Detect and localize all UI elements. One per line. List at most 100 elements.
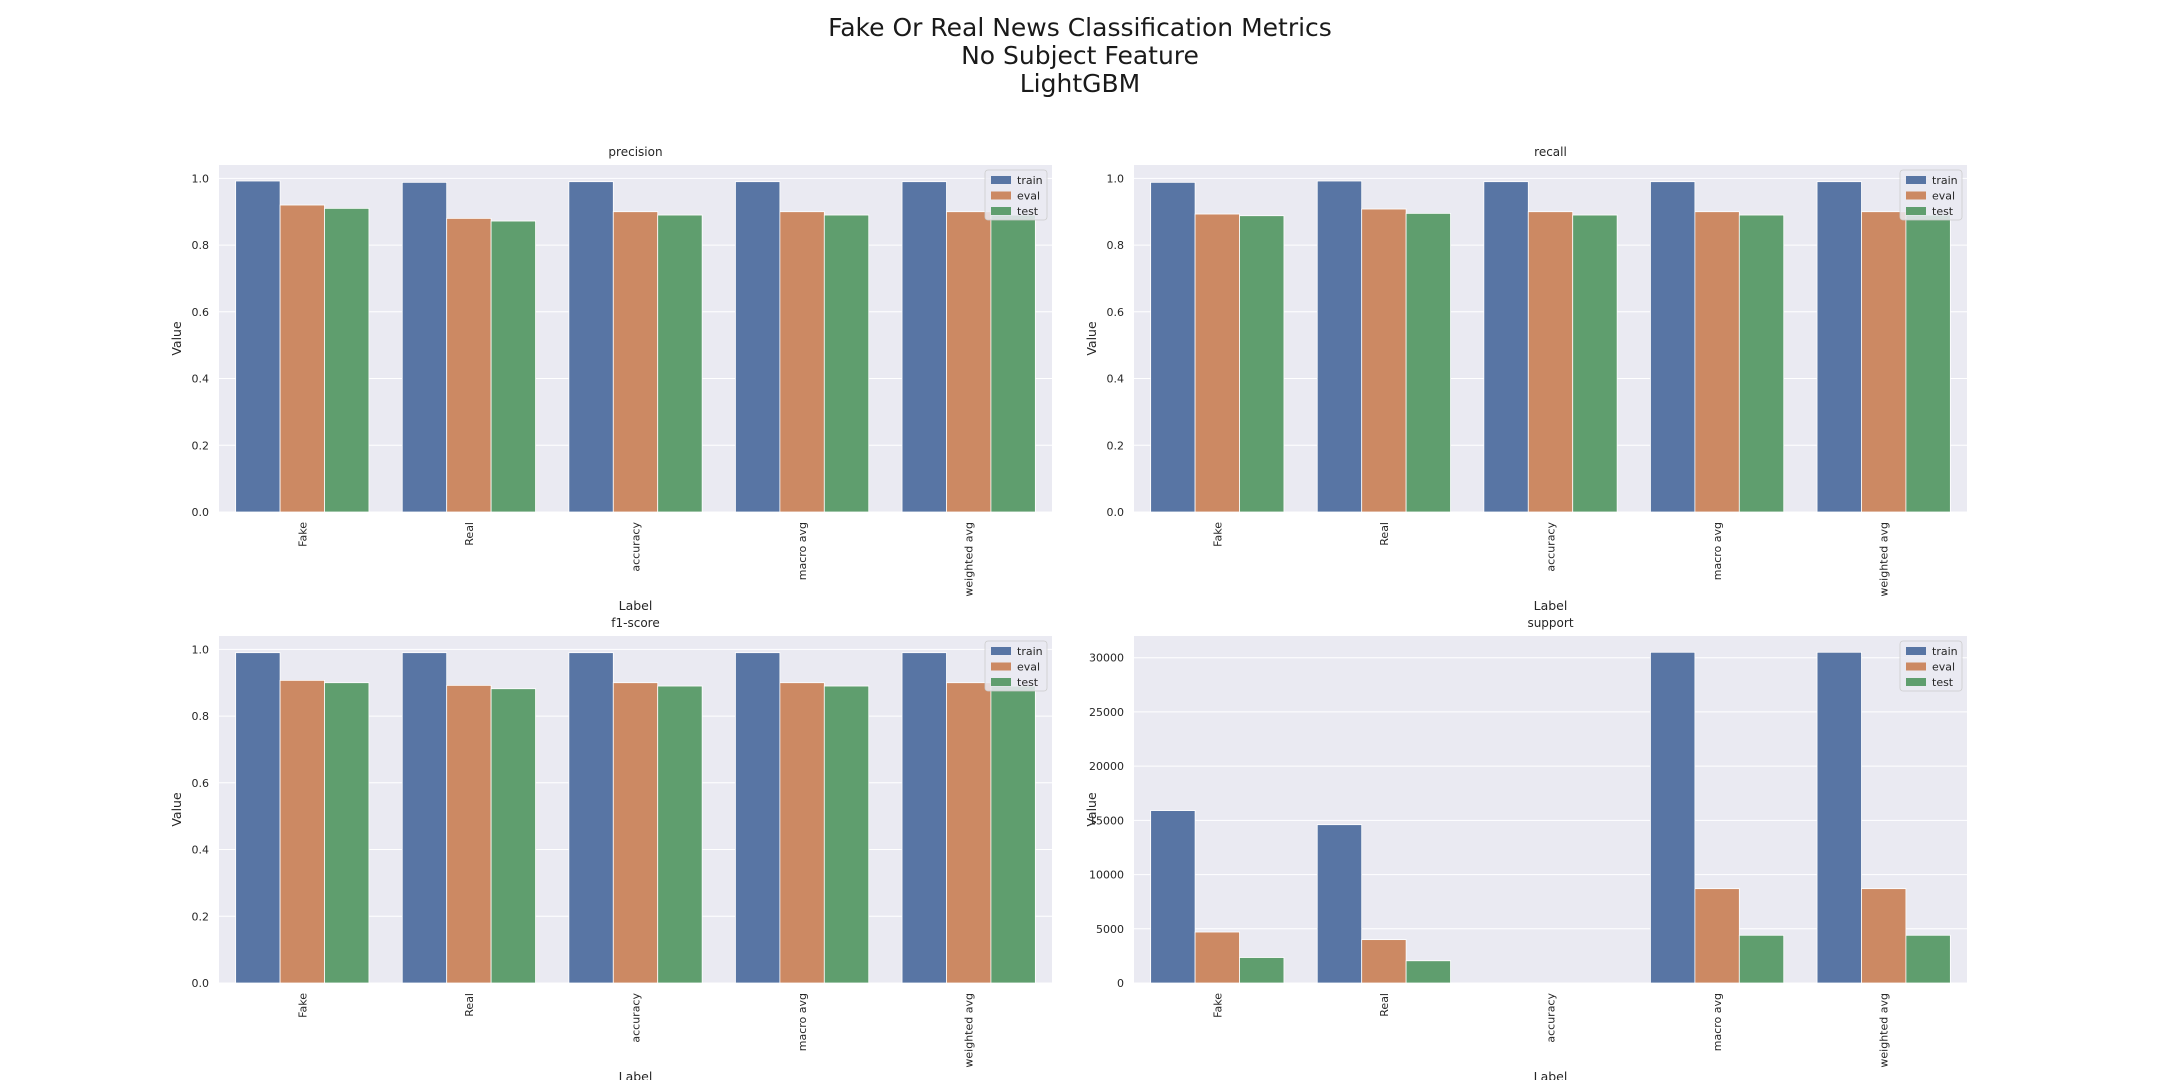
x-tick-label: weighted avg xyxy=(1878,522,1891,597)
bar-test-Fake xyxy=(1239,957,1285,984)
bar-test-accuracy xyxy=(657,214,703,513)
legend-swatch-train xyxy=(991,176,1011,184)
bar-eval-Fake xyxy=(1194,931,1240,984)
panel-title: recall xyxy=(1534,145,1567,159)
bar-test-accuracy xyxy=(657,685,703,984)
y-tick-label: 0.2 xyxy=(192,910,210,923)
chart-panel-precision: 0.0 0.2 0.4 0.6 0.8 1.0 Fake Real accuracy macro … xyxy=(169,145,1052,613)
legend-label-train: train xyxy=(1932,174,1958,187)
bar-eval-macro-avg xyxy=(779,211,825,513)
legend-swatch-train xyxy=(1906,647,1926,655)
x-tick-label: Real xyxy=(1378,993,1391,1017)
y-axis-label: Value xyxy=(169,321,184,356)
y-tick-label: 0.6 xyxy=(192,306,210,319)
bar-train-macro-avg xyxy=(1650,651,1696,984)
bar-eval-accuracy xyxy=(612,211,659,513)
legend-swatch-train xyxy=(1906,176,1926,184)
legend-label-test: test xyxy=(1017,205,1039,218)
x-tick-label: weighted avg xyxy=(963,993,976,1068)
bar-eval-Real xyxy=(1361,939,1407,984)
legend-swatch-eval xyxy=(991,662,1011,671)
bar-train-Fake xyxy=(1150,810,1196,984)
bar-eval-macro-avg xyxy=(1694,211,1740,513)
legend-label-test: test xyxy=(1932,676,1954,689)
y-tick-label: 20000 xyxy=(1089,760,1124,773)
bar-test-Real xyxy=(1405,212,1451,513)
bar-train-accuracy xyxy=(568,181,614,513)
legend-label-eval: eval xyxy=(1017,190,1040,203)
bar-train-macro-avg xyxy=(1650,181,1696,513)
x-axis-label: Label xyxy=(619,598,653,613)
x-tick-label: macro avg xyxy=(1711,522,1724,580)
bar-train-accuracy xyxy=(1483,181,1529,513)
y-tick-label: 0.2 xyxy=(192,439,210,452)
chart-panel-recall: 0.0 0.2 0.4 0.6 0.8 1.0 Fake Real accuracy macro … xyxy=(1084,145,1967,613)
bar-train-weighted-avg xyxy=(1816,181,1862,513)
y-tick-label: 25000 xyxy=(1089,706,1124,719)
bar-eval-Fake xyxy=(1194,213,1240,513)
legend: train eval test xyxy=(1899,169,1963,221)
x-tick-label: Real xyxy=(463,993,476,1017)
y-axis-label: Value xyxy=(1084,792,1099,827)
legend-swatch-eval xyxy=(1906,662,1926,671)
bar-test-macro-avg xyxy=(823,685,870,984)
legend-swatch-test xyxy=(991,678,1011,686)
panel-title: f1-score xyxy=(611,616,659,630)
bar-train-macro-avg xyxy=(735,181,781,513)
y-tick-label: 0.4 xyxy=(1107,373,1125,386)
legend-swatch-eval xyxy=(991,191,1011,200)
legend-label-train: train xyxy=(1932,645,1958,658)
bar-eval-Real xyxy=(446,217,492,513)
bar-train-Real xyxy=(401,181,448,513)
bar-train-Real xyxy=(1316,180,1363,513)
y-tick-label: 5000 xyxy=(1096,923,1124,936)
figure-title-line-2: No Subject Feature xyxy=(961,41,1199,70)
bar-test-macro-avg xyxy=(1738,214,1785,513)
bar-test-macro-avg xyxy=(823,214,870,513)
bar-test-weighted-avg xyxy=(990,214,1036,513)
y-tick-label: 0.6 xyxy=(192,777,210,790)
bar-test-weighted-avg xyxy=(1905,214,1951,513)
legend-swatch-test xyxy=(991,207,1011,215)
x-tick-label: weighted avg xyxy=(1878,993,1891,1068)
y-tick-label: 0.4 xyxy=(192,844,210,857)
figure-title-line-1: Fake Or Real News Classification Metrics xyxy=(828,13,1332,42)
x-tick-label: accuracy xyxy=(630,522,643,572)
bar-eval-weighted-avg xyxy=(1861,211,1907,513)
panel-title: precision xyxy=(608,145,662,159)
x-tick-label: Real xyxy=(1378,522,1391,546)
x-tick-label: accuracy xyxy=(1545,993,1558,1043)
legend-label-test: test xyxy=(1017,676,1039,689)
y-tick-label: 0 xyxy=(1117,977,1124,990)
x-tick-label: Fake xyxy=(1211,522,1224,547)
bar-eval-Real xyxy=(446,684,492,984)
y-tick-label: 0.0 xyxy=(192,506,210,519)
legend-label-eval: eval xyxy=(1932,661,1955,674)
x-tick-label: macro avg xyxy=(796,993,809,1051)
bar-test-accuracy xyxy=(1572,214,1618,513)
bar-test-Real xyxy=(490,220,536,513)
y-tick-label: 0.8 xyxy=(1107,239,1125,252)
x-axis-label: Label xyxy=(1534,1069,1568,1080)
bar-test-Real xyxy=(1405,960,1451,984)
bar-test-Fake xyxy=(1239,215,1285,513)
y-tick-label: 0.0 xyxy=(1107,506,1125,519)
legend: train eval test xyxy=(984,640,1048,692)
figure-title: Fake Or Real News Classification Metrics… xyxy=(0,14,2160,98)
bar-test-macro-avg xyxy=(1738,934,1785,984)
x-tick-label: Real xyxy=(463,522,476,546)
x-tick-label: Fake xyxy=(296,522,309,547)
bar-eval-weighted-avg xyxy=(946,211,992,513)
y-tick-label: 0.6 xyxy=(1107,306,1125,319)
x-tick-label: Fake xyxy=(296,993,309,1018)
bar-eval-weighted-avg xyxy=(1861,888,1907,984)
legend-label-train: train xyxy=(1017,645,1043,658)
legend-swatch-train xyxy=(991,647,1011,655)
x-tick-label: accuracy xyxy=(1545,522,1558,572)
legend-swatch-test xyxy=(1906,207,1926,215)
bar-test-Real xyxy=(490,688,536,984)
bar-eval-accuracy xyxy=(1527,211,1574,513)
bar-eval-Fake xyxy=(279,679,325,984)
bar-train-Real xyxy=(1316,824,1363,984)
bar-train-macro-avg xyxy=(735,652,781,984)
